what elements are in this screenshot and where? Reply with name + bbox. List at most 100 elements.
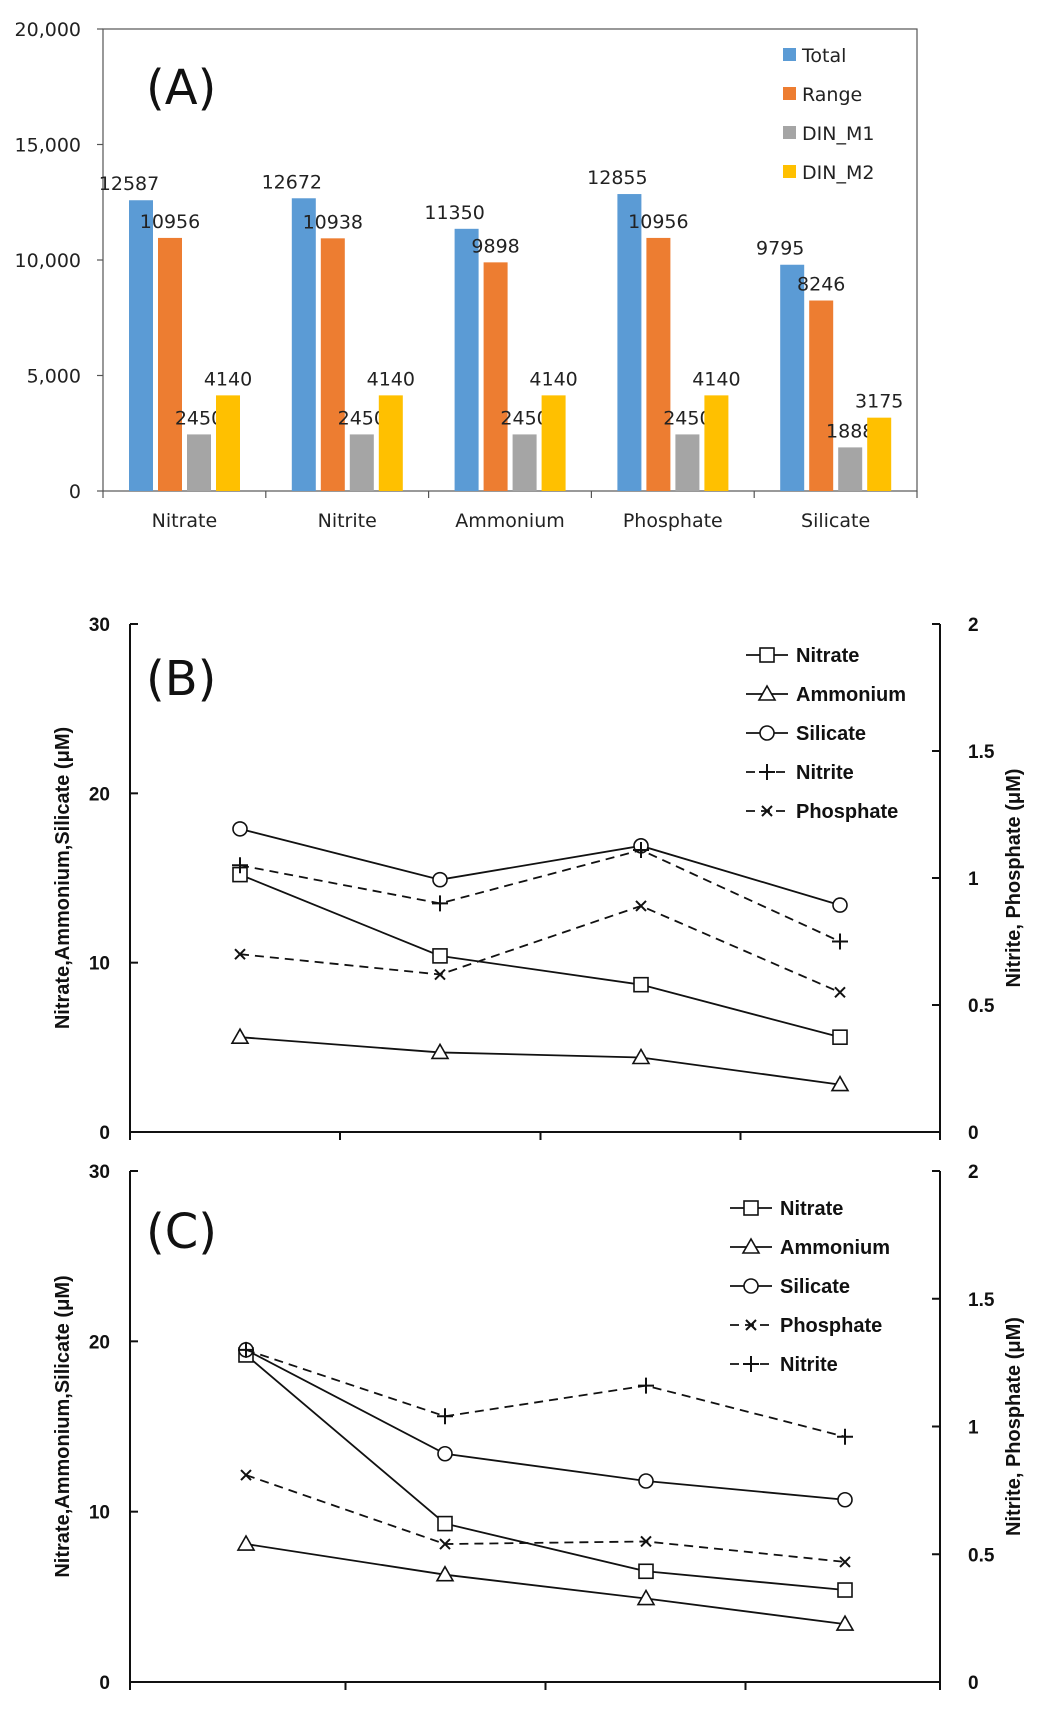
legend-label-nitrate: Nitrate [780, 1198, 843, 1220]
right-tick-label: 2 [968, 615, 979, 636]
legend-label-phosphate: Phosphate [780, 1315, 882, 1337]
right-tick-label: 0.5 [968, 996, 995, 1017]
series-line-nitrate [245, 1354, 846, 1591]
y-tick-label: 5,000 [27, 366, 81, 388]
point-nitrite-4 [832, 933, 848, 950]
data-label-total-phosphate: 12855 [587, 167, 647, 189]
data-label-din-m1-nitrite: 2450 [338, 407, 386, 429]
bar-range-phosphate [646, 237, 671, 491]
left-tick-label: 30 [89, 1162, 110, 1183]
legend-marker-nitrate [759, 647, 775, 663]
legend-marker-silicate [743, 1278, 759, 1294]
y-tick-label: 10,000 [15, 250, 81, 272]
right-tick-label: 0 [968, 1673, 979, 1694]
point-silicate-4 [837, 1491, 853, 1508]
legend-marker-phosphate [761, 805, 773, 817]
point-nitrate-3 [638, 1563, 654, 1580]
x-tick-label-phosphate: Phosphate [623, 510, 723, 532]
legend-label-ammonium: Ammonium [796, 684, 906, 706]
data-label-din-m2-silicate: 3175 [855, 391, 903, 413]
y-axis-left-label: Nitrate,Ammonium,Silicate (μM) [52, 1275, 74, 1577]
point-phosphate-3 [640, 1535, 652, 1548]
bar-range-nitrate [158, 237, 182, 491]
series-line-silicate [245, 1349, 846, 1501]
data-label-din-m2-ammonium: 4140 [529, 368, 577, 390]
bar-din-m1-ammonium [512, 434, 537, 491]
data-label-range-ammonium: 9898 [471, 235, 519, 257]
left-tick-label: 20 [89, 784, 110, 805]
legend-label-din-m1: DIN_M1 [802, 123, 874, 145]
left-tick-label: 0 [99, 1673, 110, 1694]
series-line-nitrate [239, 873, 841, 1039]
legend-marker-silicate [759, 725, 775, 741]
legend-marker-ammonium [741, 1237, 761, 1254]
bar-din-m2-silicate [867, 417, 892, 491]
legend-swatch-total [783, 48, 796, 61]
bar-total-phosphate [617, 194, 642, 491]
legend-swatch-din-m2 [783, 165, 796, 178]
point-silicate-4 [832, 897, 848, 913]
bar-total-ammonium [454, 228, 479, 491]
bar-din-m2-ammonium [541, 395, 566, 491]
point-nitrite-1 [238, 1341, 254, 1358]
left-tick-label: 30 [89, 615, 110, 636]
point-nitrite-4 [837, 1428, 853, 1445]
data-label-total-silicate: 9795 [756, 238, 804, 260]
point-nitrite-3 [633, 842, 649, 859]
right-tick-label: 1.5 [968, 742, 995, 763]
point-ammonium-2 [435, 1565, 455, 1582]
point-phosphate-2 [434, 968, 446, 981]
point-ammonium-1 [236, 1534, 256, 1551]
point-silicate-2 [437, 1445, 453, 1462]
legend-marker-nitrate [743, 1200, 759, 1216]
series-line-ammonium [239, 1036, 841, 1086]
legend-label-nitrate: Nitrate [796, 645, 859, 667]
series-line-nitrite [239, 849, 841, 943]
data-label-din-m2-phosphate: 4140 [692, 368, 740, 390]
legend-label-silicate: Silicate [796, 723, 866, 745]
x-tick-label-ammonium: Ammonium [455, 510, 565, 532]
data-label-din-m1-phosphate: 2450 [663, 407, 711, 429]
point-nitrate-2 [437, 1515, 453, 1532]
data-label-range-silicate: 8246 [797, 274, 845, 296]
panel-label-b: (B) [146, 651, 216, 707]
legend-label-silicate: Silicate [780, 1276, 850, 1298]
point-ammonium-3 [631, 1047, 651, 1065]
data-label-din-m2-nitrite: 4140 [367, 368, 415, 390]
series-line-silicate [239, 828, 841, 906]
bar-range-ammonium [483, 262, 508, 491]
chart-c: 0 10 20 30 0 0.5 1 1.5 2 Nitrate,Ammonium,Silicat… [52, 1162, 1025, 1694]
bar-din-m1-nitrite [349, 434, 374, 491]
chart-b: 0 10 20 30 0 0.5 1 1.5 2 Nitrate,Ammonium,Silicat… [52, 615, 1025, 1144]
legend-label-range: Range [802, 84, 862, 106]
bar-din-m2-nitrate [216, 395, 240, 491]
point-nitrate-3 [633, 976, 649, 993]
series-line-ammonium [245, 1543, 846, 1625]
legend-marker-phosphate [745, 1319, 757, 1331]
bar-din-m1-phosphate [675, 434, 700, 491]
point-phosphate-1 [234, 948, 246, 960]
point-phosphate-4 [839, 1556, 851, 1568]
point-phosphate-4 [834, 986, 846, 999]
series-line-phosphate [239, 904, 841, 994]
point-ammonium-4 [830, 1074, 850, 1092]
point-phosphate-2 [439, 1538, 451, 1550]
point-nitrite-3 [638, 1377, 654, 1394]
y-tick-label: 20,000 [15, 19, 81, 41]
right-tick-label: 1 [968, 1418, 979, 1439]
panel-label-c: (C) [146, 1204, 217, 1260]
data-label-din-m1-nitrate: 2450 [175, 407, 223, 429]
legend-label-nitrite: Nitrite [780, 1354, 838, 1376]
right-tick-label: 2 [968, 1162, 979, 1183]
data-label-din-m1-silicate: 1888 [826, 420, 874, 442]
x-tick-label-silicate: Silicate [801, 510, 870, 532]
x-tick-label-nitrite: Nitrite [318, 510, 377, 532]
left-tick-label: 20 [89, 1332, 110, 1353]
point-nitrite-1 [232, 857, 248, 874]
data-label-total-ammonium: 11350 [424, 202, 484, 224]
panel-label-a: (A) [146, 60, 216, 116]
point-nitrite-2 [432, 895, 448, 912]
bar-total-nitrite [291, 198, 316, 491]
y-tick-label: 0 [69, 481, 81, 503]
point-silicate-2 [432, 871, 448, 888]
